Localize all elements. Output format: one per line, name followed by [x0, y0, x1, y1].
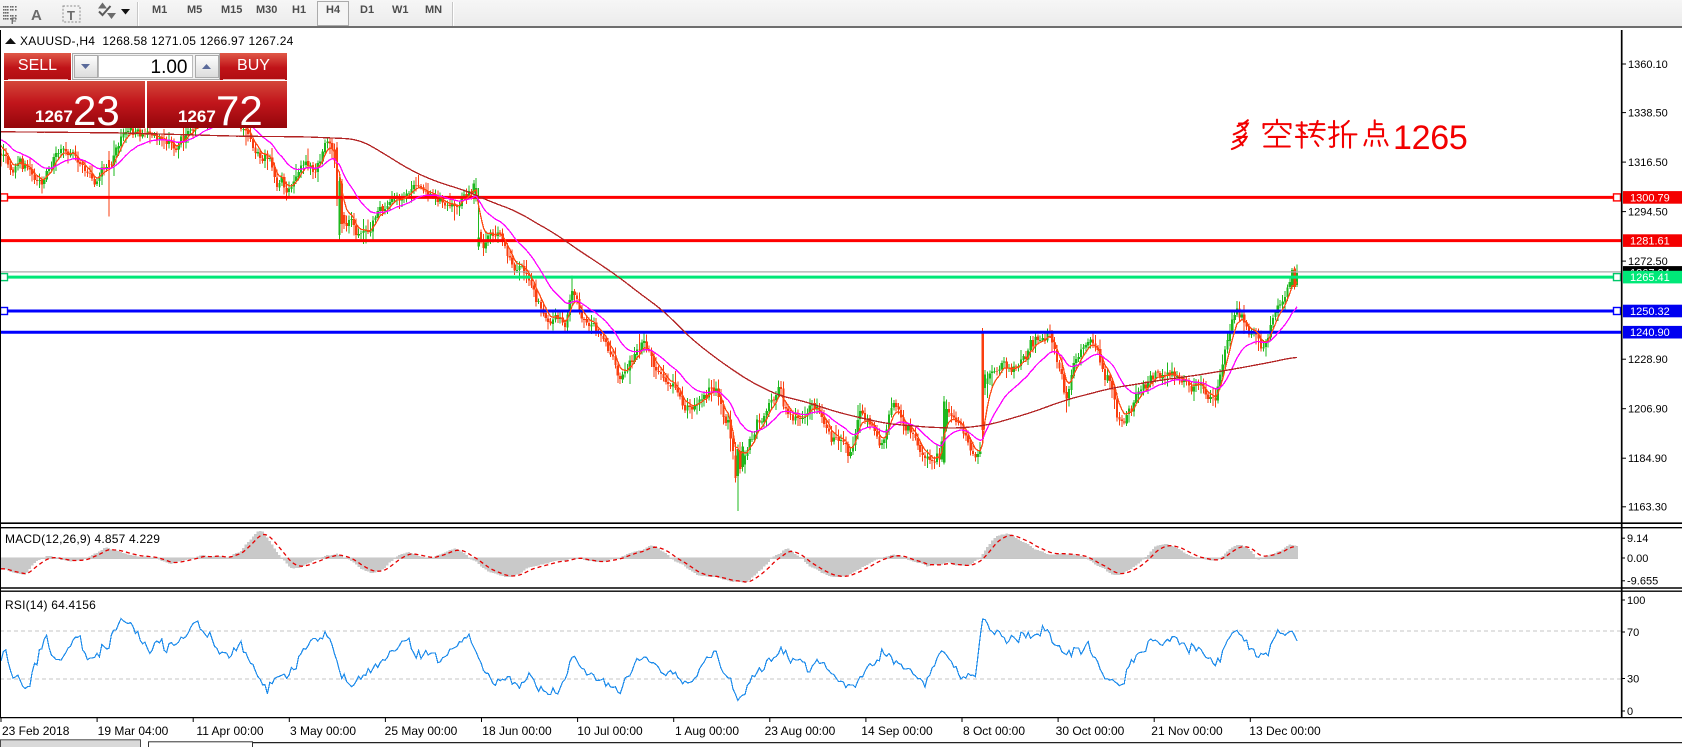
svg-text:1206.90: 1206.90 [1628, 404, 1668, 416]
svg-text:F: F [11, 16, 17, 26]
svg-text:1300.79: 1300.79 [1630, 192, 1670, 204]
svg-text:23 Aug 00:00: 23 Aug 00:00 [765, 724, 836, 738]
svg-text:10 Jul 00:00: 10 Jul 00:00 [577, 724, 643, 738]
svg-text:9.14: 9.14 [1627, 533, 1648, 545]
svg-text:1265: 1265 [1393, 119, 1467, 157]
svg-text:30: 30 [1627, 673, 1639, 685]
svg-text:14 Sep 00:00: 14 Sep 00:00 [861, 724, 933, 738]
svg-text:3 May 00:00: 3 May 00:00 [290, 724, 356, 738]
svg-text:1316.50: 1316.50 [1628, 157, 1668, 169]
svg-text:1281.61: 1281.61 [1630, 236, 1670, 248]
svg-text:30 Oct 00:00: 30 Oct 00:00 [1056, 724, 1125, 738]
svg-text:1360.10: 1360.10 [1628, 59, 1668, 71]
svg-text:1163.30: 1163.30 [1628, 502, 1667, 514]
svg-text:18 Jun 00:00: 18 Jun 00:00 [482, 724, 552, 738]
svg-text:0: 0 [1627, 706, 1633, 718]
svg-text:1250.32: 1250.32 [1630, 306, 1670, 318]
svg-text:23 Feb 2018: 23 Feb 2018 [2, 724, 70, 738]
svg-text:1294.50: 1294.50 [1628, 207, 1668, 219]
svg-text:1184.90: 1184.90 [1628, 453, 1667, 465]
svg-text:1272.50: 1272.50 [1628, 256, 1668, 268]
svg-text:100: 100 [1627, 595, 1645, 607]
svg-text:1338.50: 1338.50 [1628, 108, 1668, 120]
svg-text:RSI(14) 64.4156: RSI(14) 64.4156 [5, 598, 96, 612]
svg-text:1 Aug 00:00: 1 Aug 00:00 [675, 724, 739, 738]
svg-text:T: T [67, 8, 75, 23]
svg-text:1228.90: 1228.90 [1628, 354, 1668, 366]
svg-text:11 Apr 00:00: 11 Apr 00:00 [196, 724, 263, 738]
svg-text:13 Dec 00:00: 13 Dec 00:00 [1249, 724, 1321, 738]
svg-text:-9.655: -9.655 [1627, 576, 1658, 588]
svg-text:XAUUSD-,H4 1268.58 1271.05 12: XAUUSD-,H4 1268.58 1271.05 1266.97 1267.… [20, 34, 294, 48]
svg-text:MACD(12,26,9) 4.857 4.229: MACD(12,26,9) 4.857 4.229 [5, 532, 160, 546]
svg-text:21 Nov 00:00: 21 Nov 00:00 [1151, 724, 1223, 738]
svg-text:19 Mar 04:00: 19 Mar 04:00 [98, 724, 169, 738]
svg-text:1240.90: 1240.90 [1630, 327, 1670, 339]
svg-text:0.00: 0.00 [1627, 553, 1648, 565]
svg-text:A: A [31, 7, 42, 24]
svg-text:8 Oct 00:00: 8 Oct 00:00 [963, 724, 1025, 738]
svg-text:70: 70 [1627, 627, 1639, 639]
svg-text:1265.41: 1265.41 [1630, 272, 1670, 284]
svg-text:25 May 00:00: 25 May 00:00 [385, 724, 458, 738]
